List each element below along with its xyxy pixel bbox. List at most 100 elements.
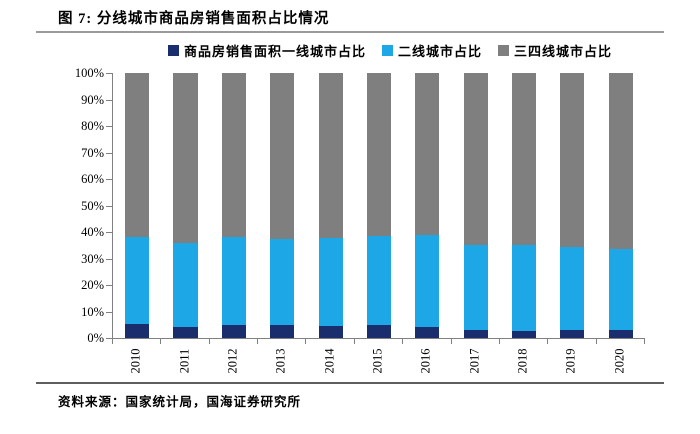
- bar-segment-tier2: [125, 237, 150, 324]
- stacked-bar-2018: [511, 73, 537, 338]
- bar-segment-tier2: [366, 236, 392, 326]
- figure-title: 图 7: 分线城市商品房销售面积占比情况: [58, 11, 330, 27]
- footer-divider: [36, 382, 664, 384]
- y-axis-tick-label: 20%: [81, 278, 104, 292]
- bar-segment-tier34: [318, 73, 343, 239]
- chart-legend: 商品房销售面积一线城市占比 二线城市占比 三四线城市占比: [80, 40, 700, 60]
- bar-segment-tier1: [125, 323, 150, 338]
- bar-segment-tier34: [221, 73, 246, 238]
- bar-segment-tier34: [125, 73, 150, 238]
- bar-segment-tier1: [463, 330, 488, 338]
- stacked-bar-2015: [366, 73, 392, 338]
- x-axis-label: 2015: [358, 344, 398, 384]
- bar-column-2011: [161, 73, 209, 338]
- x-axis-label-text: 2018: [515, 348, 530, 374]
- legend-swatch-tier1: [167, 44, 179, 56]
- x-axis-label-text: 2015: [370, 348, 385, 374]
- bar-segment-tier1: [366, 325, 392, 338]
- stacked-bar-2019: [560, 73, 585, 338]
- x-axis-label-text: 2019: [563, 348, 578, 374]
- title-divider: [36, 31, 664, 33]
- bar-column-2019: [548, 73, 596, 338]
- stacked-bar-2020: [608, 73, 633, 338]
- x-axis-label: 2012: [213, 344, 253, 384]
- plot-area: [112, 73, 645, 339]
- x-axis-label: 2019: [551, 344, 591, 384]
- y-axis-tick-label: 60%: [81, 172, 104, 186]
- x-axis-label: 2013: [261, 344, 301, 384]
- bar-segment-tier2: [318, 238, 343, 327]
- bar-segment-tier2: [608, 248, 633, 331]
- legend-item-tier1: 商品房销售面积一线城市占比: [167, 41, 366, 60]
- stacked-bar-2014: [318, 73, 343, 338]
- x-axis-label-text: 2010: [128, 348, 143, 374]
- x-axis-label-text: 2011: [177, 348, 192, 374]
- bar-column-2012: [210, 73, 258, 338]
- bar-segment-tier2: [221, 237, 246, 325]
- y-axis-tick-label: 50%: [81, 198, 104, 213]
- bar-segment-tier1: [511, 331, 537, 338]
- y-axis-tick-label: 70%: [81, 145, 104, 160]
- bar-segment-tier2: [560, 246, 585, 331]
- y-axis-tick-label: 80%: [81, 119, 104, 133]
- x-axis-label: 2010: [116, 344, 156, 384]
- bar-segment-tier1: [318, 326, 343, 338]
- stacked-bar-2011: [173, 73, 198, 338]
- y-axis-tick-label: 0%: [87, 331, 104, 345]
- y-axis-tick-label: 40%: [81, 225, 104, 239]
- bar-column-2017: [452, 73, 500, 338]
- bar-segment-tier1: [415, 326, 440, 338]
- bar-segment-tier1: [270, 325, 295, 338]
- y-axis-tick-label: 90%: [81, 92, 104, 107]
- bar-segment-tier2: [173, 242, 198, 327]
- bar-segment-tier34: [173, 73, 198, 243]
- legend-swatch-tier34: [498, 44, 509, 56]
- legend-item-tier2: 二线城市占比: [381, 41, 482, 60]
- legend-item-tier34: 三四线城市占比: [498, 41, 612, 60]
- bar-segment-tier34: [608, 73, 633, 249]
- bar-column-2010: [113, 73, 161, 338]
- x-axis-label: 2017: [455, 344, 495, 384]
- legend-swatch-tier2: [381, 44, 393, 56]
- bar-column-2015: [355, 73, 403, 338]
- stacked-bar-2012: [221, 73, 246, 338]
- stacked-bar-2016: [415, 73, 440, 338]
- bar-segment-tier34: [366, 73, 392, 237]
- x-axis-label: 2020: [600, 344, 640, 384]
- bar-column-2013: [258, 73, 306, 338]
- bar-segment-tier34: [511, 73, 537, 246]
- bar-segment-tier34: [463, 73, 488, 245]
- stacked-bar-2010: [125, 73, 150, 338]
- x-axis-label-text: 2016: [418, 348, 433, 374]
- x-axis-label-text: 2012: [225, 348, 240, 374]
- bar-segment-tier1: [173, 326, 198, 338]
- x-axis-label: 2018: [503, 344, 543, 384]
- bar-segment-tier34: [270, 73, 295, 240]
- x-axis-label: 2016: [406, 344, 446, 384]
- bar-column-2016: [403, 73, 451, 338]
- bar-segment-tier2: [415, 234, 440, 327]
- bar-column-2014: [306, 73, 354, 338]
- bar-segment-tier1: [608, 330, 633, 338]
- x-axis-label-text: 2014: [322, 348, 337, 374]
- stacked-bar-2017: [463, 73, 488, 338]
- bar-column-2018: [500, 73, 548, 338]
- bar-segment-tier1: [221, 324, 246, 338]
- stacked-bar-2013: [270, 73, 295, 338]
- x-axis-label-text: 2020: [612, 348, 627, 374]
- x-axis-label-text: 2013: [273, 348, 288, 374]
- x-axis-label-text: 2017: [467, 348, 482, 374]
- x-axis-label: 2014: [310, 344, 350, 384]
- y-axis-tick-label: 30%: [81, 251, 104, 266]
- bar-segment-tier1: [560, 330, 585, 338]
- source-note: 资料来源：国家统计局，国海证券研究所: [58, 395, 302, 409]
- bar-segment-tier34: [560, 73, 585, 247]
- bar-segment-tier34: [415, 73, 440, 235]
- bar-segment-tier2: [463, 244, 488, 331]
- x-axis-label: 2011: [165, 344, 205, 384]
- legend-label-tier1: 商品房销售面积一线城市占比: [183, 43, 366, 59]
- legend-label-tier2: 二线城市占比: [397, 43, 482, 59]
- legend-label-tier34: 三四线城市占比: [514, 43, 613, 59]
- y-axis-tick-label: 10%: [81, 304, 104, 319]
